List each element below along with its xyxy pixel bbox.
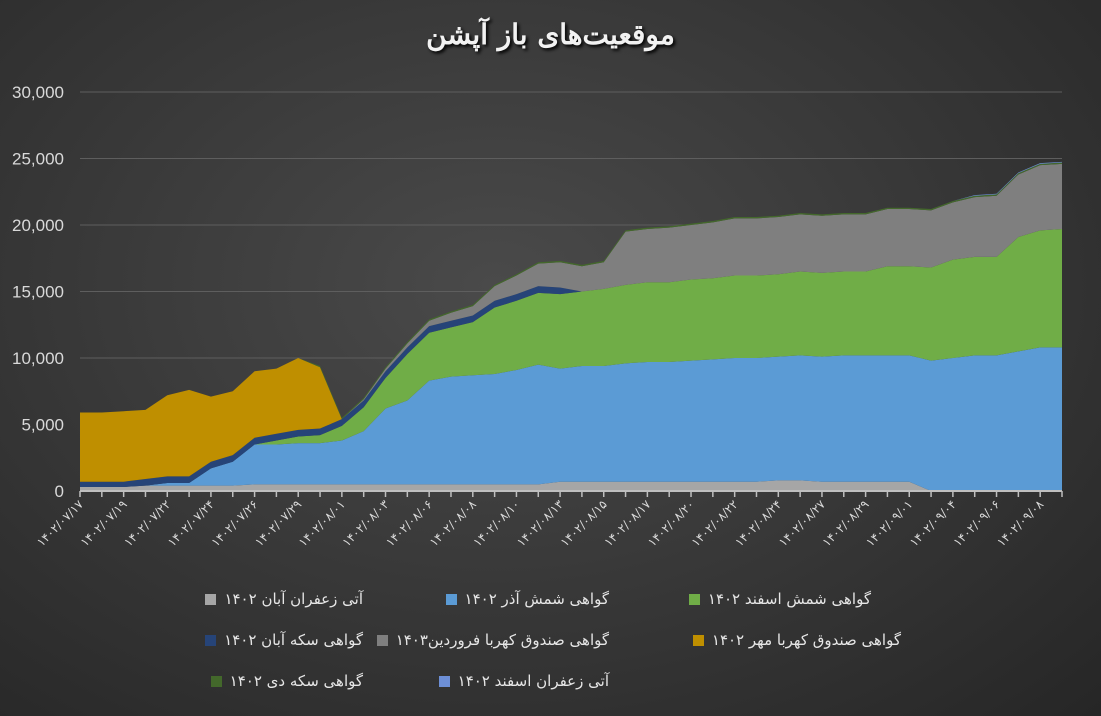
x-tick-label: ۱۴۰۲/۰۸/۲۹ <box>820 497 872 549</box>
legend-item: آتی زعفران آبان ۱۴۰۲ <box>205 590 363 608</box>
area-series <box>80 228 1062 488</box>
x-tick-label: ۱۴۰۲/۰۸/۰۱ <box>296 497 348 549</box>
x-tick-label: ۱۴۰۲/۰۸/۱۵ <box>558 497 610 549</box>
x-tick-label: ۱۴۰۲/۰۸/۲۲ <box>689 497 741 549</box>
x-tick-label: ۱۴۰۲/۰۸/۲۴ <box>732 497 784 549</box>
x-tick-label: ۱۴۰۲/۰۹/۰۸ <box>994 497 1046 549</box>
legend-item: گواهی شمش آذر ۱۴۰۲ <box>445 590 609 608</box>
x-axis-labels: ۱۴۰۲/۰۷/۱۷۱۴۰۲/۰۷/۱۹۱۴۰۲/۰۷/۲۲۱۴۰۲/۰۷/۲۴… <box>34 497 1047 549</box>
legend-label: گواهی صندوق کهربا مهر ۱۴۰۲ <box>711 631 901 649</box>
x-tick-label: ۱۴۰۲/۰۷/۲۶ <box>209 497 261 549</box>
legend-swatch-icon <box>688 593 700 605</box>
legend-swatch-icon <box>376 634 388 646</box>
x-tick-label: ۱۴۰۲/۰۹/۰۶ <box>951 497 1003 549</box>
legend-item: آتی زعفران اسفند ۱۴۰۲ <box>438 672 609 690</box>
y-tick-label: 10,000 <box>12 349 64 368</box>
legend-label: گواهی صندوق کهربا فروردین۱۴۰۳ <box>395 631 609 649</box>
legend-item: گواهی سکه دی ۱۴۰۲ <box>210 672 363 690</box>
legend-label: گواهی شمش اسفند ۱۴۰۲ <box>707 590 871 608</box>
legend-label: آتی زعفران آبان ۱۴۰۲ <box>224 590 363 608</box>
plot-area: 0 5,000 10,000 15,000 20,000 25,000 30,000 ۱۴۰… <box>12 83 1063 549</box>
x-tick-label: ۱۴۰۲/۰۹/۰۱ <box>863 497 915 549</box>
legend-item: گواهی سکه آبان ۱۴۰۲ <box>205 631 363 649</box>
legend-item: گواهی شمش اسفند ۱۴۰۲ <box>688 590 871 608</box>
y-tick-label: 20,000 <box>12 216 64 235</box>
legend-swatch-icon <box>205 593 217 605</box>
legend-swatch-icon <box>445 593 457 605</box>
legend-label: گواهی شمش آذر ۱۴۰۲ <box>464 590 609 608</box>
stacked-areas <box>80 161 1062 491</box>
x-tick-label: ۱۴۰۲/۰۹/۰۴ <box>907 497 959 549</box>
legend-swatch-icon <box>210 675 222 687</box>
x-tick-label: ۱۴۰۲/۰۸/۲۰ <box>645 497 697 549</box>
y-tick-label: 15,000 <box>12 283 64 302</box>
legend-swatch-icon <box>692 634 704 646</box>
y-tick-label: 30,000 <box>12 83 64 102</box>
x-axis <box>79 490 1063 497</box>
y-tick-label: 0 <box>55 482 64 501</box>
x-tick-label: ۱۴۰۲/۰۸/۱۰ <box>470 497 522 549</box>
x-tick-label: ۱۴۰۲/۰۷/۲۹ <box>252 497 304 549</box>
legend-label: گواهی سکه دی ۱۴۰۲ <box>229 672 363 690</box>
x-tick-label: ۱۴۰۲/۰۷/۱۹ <box>78 497 130 549</box>
legend-label: آتی زعفران اسفند ۱۴۰۲ <box>457 672 609 690</box>
area-series <box>80 480 1062 491</box>
legend-label: گواهی سکه آبان ۱۴۰۲ <box>224 631 363 649</box>
y-axis-labels: 0 5,000 10,000 15,000 20,000 25,000 30,000 <box>12 83 64 501</box>
x-tick-label: ۱۴۰۲/۰۷/۲۴ <box>165 497 217 549</box>
legend-item: گواهی صندوق کهربا مهر ۱۴۰۲ <box>692 631 901 649</box>
x-tick-label: ۱۴۰۲/۰۸/۰۶ <box>383 497 435 549</box>
legend-item: گواهی صندوق کهربا فروردین۱۴۰۳ <box>376 631 609 649</box>
y-tick-label: 5,000 <box>21 416 64 435</box>
legend: آتی زعفران آبان ۱۴۰۲ گواهی شمش آذر ۱۴۰۲ … <box>0 588 1101 708</box>
area-series <box>80 163 1062 482</box>
y-tick-label: 25,000 <box>12 150 64 169</box>
chart-title: موقعیت‌های باز آپشن <box>426 18 675 51</box>
area-series <box>80 347 1062 491</box>
legend-swatch-icon <box>205 634 217 646</box>
x-tick-label: ۱۴۰۲/۰۷/۲۲ <box>121 497 173 549</box>
legend-swatch-icon <box>438 675 450 687</box>
area-series <box>80 163 1062 482</box>
